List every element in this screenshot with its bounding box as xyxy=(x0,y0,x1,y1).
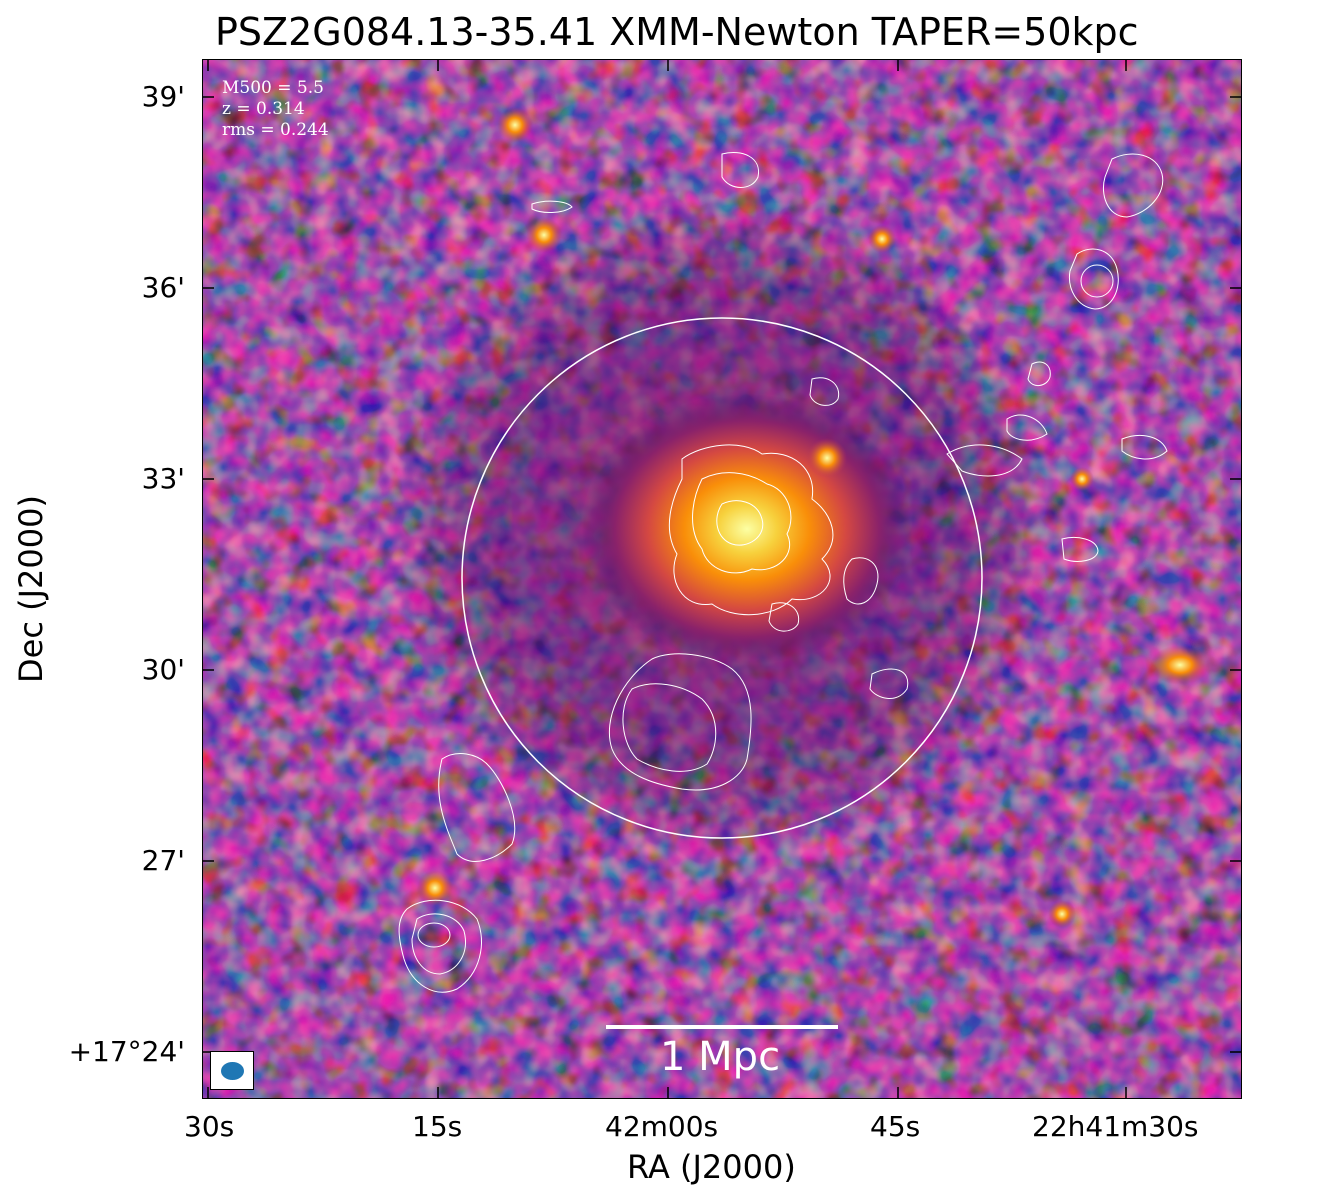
ytick-label: 39' xyxy=(141,80,185,113)
xtick-label: 42m00s xyxy=(605,1110,719,1143)
m500-label: M500 = 5.5 xyxy=(222,78,324,98)
rms-label: rms = 0.244 xyxy=(222,120,329,140)
r500-circle xyxy=(461,317,983,839)
ytick-label: 27' xyxy=(141,844,185,877)
xtick-label: 22h41m30s xyxy=(1032,1110,1199,1143)
scale-bar xyxy=(606,1025,838,1029)
figure-title: PSZ2G084.13-35.41 XMM-Newton TAPER=50kpc xyxy=(215,10,1139,54)
y-axis-label: Dec (J2000) xyxy=(12,495,50,683)
x-axis-label: RA (J2000) xyxy=(627,1148,796,1186)
ytick-label: +17°24' xyxy=(68,1035,185,1068)
scale-bar-label: 1 Mpc xyxy=(660,1034,781,1080)
redshift-label: z = 0.314 xyxy=(222,99,305,119)
radio-contours xyxy=(398,152,1168,993)
ytick-label: 30' xyxy=(141,653,185,686)
info-box: M500 = 5.5 z = 0.314 rms = 0.244 xyxy=(222,78,329,141)
xtick-label: 15s xyxy=(412,1110,463,1143)
beam-ellipse xyxy=(221,1062,244,1080)
tick-marks xyxy=(202,59,1242,1099)
xtick-label: 30s xyxy=(184,1110,235,1143)
beam-box xyxy=(210,1051,254,1090)
ytick-label: 33' xyxy=(141,462,185,495)
ytick-label: 36' xyxy=(141,271,185,304)
x-ray-image xyxy=(202,59,1242,1099)
xtick-label: 45s xyxy=(870,1110,921,1143)
plot-frame xyxy=(202,59,1242,1099)
